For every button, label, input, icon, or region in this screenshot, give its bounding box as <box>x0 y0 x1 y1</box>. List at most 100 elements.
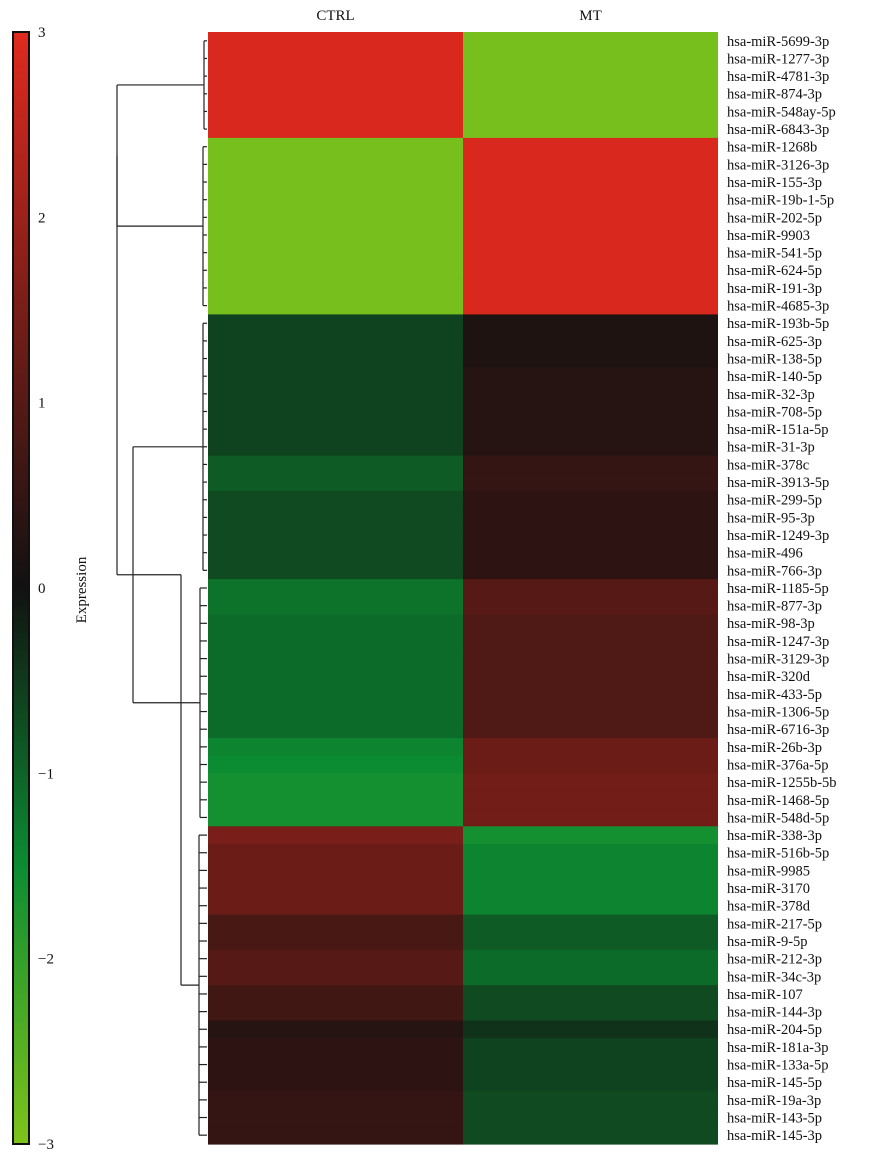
row-label: hsa-miR-193b-5p <box>727 316 829 332</box>
heatmap-cell <box>208 879 463 898</box>
heatmap-cell <box>463 932 718 951</box>
row-label: hsa-miR-4685-3p <box>727 299 829 315</box>
heatmap-cell <box>463 720 718 739</box>
heatmap-cell <box>208 773 463 792</box>
row-label: hsa-miR-202-5p <box>727 210 822 226</box>
row-label: hsa-miR-1306-5p <box>727 705 829 721</box>
heatmap-cell <box>463 561 718 580</box>
row-label: hsa-miR-433-5p <box>727 687 822 703</box>
heatmap-cell <box>463 67 718 86</box>
heatmap-cell <box>208 32 463 51</box>
row-label: hsa-miR-145-5p <box>727 1075 822 1091</box>
colorbar-tick-label: −3 <box>38 1137 54 1153</box>
row-label: hsa-miR-6716-3p <box>727 722 829 738</box>
heatmap-cell <box>463 914 718 933</box>
heatmap-cell <box>463 437 718 457</box>
heatmap-cell <box>463 455 718 474</box>
row-label: hsa-miR-19b-1-5p <box>727 193 834 209</box>
row-label: hsa-miR-548d-5p <box>727 810 829 826</box>
row-label: hsa-miR-212-3p <box>727 952 822 968</box>
colorbar-tick-label: 1 <box>38 396 46 412</box>
colorbar: 3 2 1 0 −1 −2 −3 Expression <box>12 25 90 1153</box>
heatmap-cell <box>208 896 463 916</box>
colorbar-tick-label: −1 <box>38 766 54 782</box>
row-label: hsa-miR-1268b <box>727 140 817 156</box>
heatmap-cell <box>208 385 463 404</box>
heatmap-cell <box>208 1108 463 1127</box>
heatmap-cell <box>463 402 718 421</box>
heatmap-cell <box>463 208 718 227</box>
row-label: hsa-miR-496 <box>727 546 803 562</box>
row-label: hsa-miR-191-3p <box>727 281 822 297</box>
heatmap-cell <box>208 1038 463 1057</box>
heatmap-cell <box>463 632 718 651</box>
heatmap-cell <box>208 455 463 474</box>
heatmap-cell <box>208 243 463 263</box>
heatmap-cell <box>463 773 718 792</box>
row-label: hsa-miR-19a-3p <box>727 1093 821 1109</box>
row-label: hsa-miR-3126-3p <box>727 157 829 173</box>
heatmap-cell <box>463 649 718 669</box>
heatmap-cell <box>208 720 463 739</box>
row-label: hsa-miR-1255b-5b <box>727 775 837 791</box>
heatmap-cell <box>208 667 463 686</box>
row-label: hsa-miR-3129-3p <box>727 652 829 668</box>
row-label: hsa-miR-625-3p <box>727 334 822 350</box>
heatmap-cell <box>463 155 718 174</box>
heatmap-cell <box>208 508 463 527</box>
heatmap-cell <box>208 261 463 280</box>
heatmap-cell <box>463 1038 718 1057</box>
heatmap-cell <box>208 808 463 827</box>
row-label: hsa-miR-708-5p <box>727 404 822 420</box>
heatmap-cell <box>208 826 463 845</box>
heatmap-cell <box>463 702 718 721</box>
heatmap-cell <box>463 120 718 139</box>
row-label: hsa-miR-145-3p <box>727 1128 822 1144</box>
colorbar-gradient <box>12 31 30 1145</box>
heatmap-cell <box>208 190 463 210</box>
heatmap-cell <box>208 596 463 616</box>
heatmap-cell <box>208 402 463 421</box>
heatmap-cell <box>463 790 718 810</box>
heatmap-cell <box>208 914 463 933</box>
heatmap-cell <box>463 349 718 368</box>
row-label: hsa-miR-1185-5p <box>727 581 829 597</box>
heatmap-cell <box>463 226 718 245</box>
heatmap-cell <box>208 685 463 704</box>
colorbar-tick-label: 0 <box>38 581 46 597</box>
heatmap-cell <box>208 1073 463 1092</box>
heatmap-cell <box>463 967 718 986</box>
row-label: hsa-miR-9-5p <box>727 934 808 950</box>
heatmap-cell <box>208 985 463 1004</box>
heatmap-cell <box>208 1091 463 1110</box>
row-dendrogram <box>116 40 207 1136</box>
row-label: hsa-miR-299-5p <box>727 493 822 509</box>
heatmap-cell <box>463 1091 718 1110</box>
row-label: hsa-miR-1277-3p <box>727 51 829 67</box>
row-label: hsa-miR-138-5p <box>727 351 822 367</box>
heatmap-cell <box>463 861 718 880</box>
row-label: hsa-miR-3913-5p <box>727 475 829 491</box>
heatmap-cell <box>208 367 463 386</box>
row-label: hsa-miR-151a-5p <box>727 422 828 438</box>
heatmap-cell <box>463 579 718 598</box>
column-labels: CTRL MT <box>316 8 601 24</box>
heatmap-cell <box>208 314 463 333</box>
row-label: hsa-miR-95-3p <box>727 510 815 526</box>
row-label: hsa-miR-6843-3p <box>727 122 829 138</box>
heatmap-cell <box>463 1108 718 1127</box>
colorbar-tick-label: −2 <box>38 952 54 968</box>
row-label: hsa-miR-32-3p <box>727 387 815 403</box>
heatmap-cell <box>208 437 463 457</box>
heatmap-cell <box>208 173 463 192</box>
heatmap-cell <box>208 490 463 510</box>
row-label: hsa-miR-144-3p <box>727 1005 822 1021</box>
row-label: hsa-miR-877-3p <box>727 599 822 615</box>
heatmap-cell <box>208 49 463 68</box>
row-label: hsa-miR-133a-5p <box>727 1058 828 1074</box>
heatmap-cell <box>463 243 718 263</box>
row-label: hsa-miR-3170 <box>727 881 810 897</box>
heatmap-cell <box>208 1055 463 1074</box>
